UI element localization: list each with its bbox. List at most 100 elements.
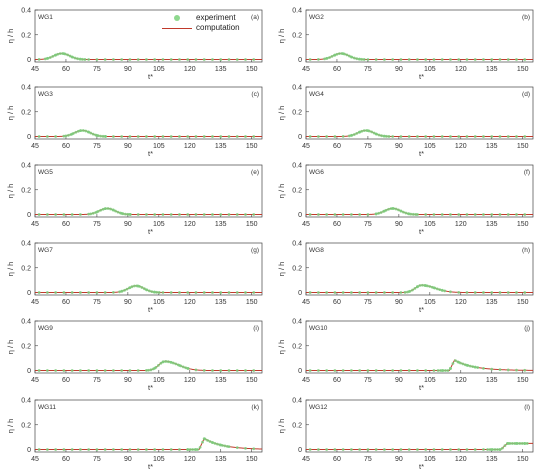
experiment-point — [194, 368, 198, 372]
experiment-point — [136, 135, 140, 138]
experiment-point — [391, 291, 395, 294]
panel-label: (k) — [251, 404, 259, 411]
experiment-point — [99, 208, 103, 212]
experiment-point — [482, 135, 485, 138]
experiment-point — [515, 368, 518, 372]
x-tick-label: 105 — [153, 143, 165, 150]
experiment-point — [392, 207, 395, 210]
panel-wg2: 0 0.2 0.4 45 60 75 90 105 120 135 150 η / h t* WG2 (b) — [277, 8, 534, 81]
experiment-point — [506, 58, 510, 61]
panel-frame — [34, 9, 263, 63]
experiment-point — [366, 213, 370, 216]
experiment-point — [490, 213, 494, 216]
gauge-label: WG11 — [38, 404, 56, 411]
x-tick-label: 105 — [424, 456, 436, 463]
experiment-point — [510, 442, 514, 445]
panel-label: (l) — [524, 404, 530, 411]
experiment-point — [201, 440, 204, 444]
experiment-point — [523, 213, 527, 216]
experiment-point — [120, 135, 124, 138]
experiment-point — [515, 135, 518, 138]
experiment-point — [457, 290, 461, 294]
experiment-point — [79, 448, 82, 451]
x-tick-label: 75 — [93, 299, 101, 306]
x-tick-label: 90 — [395, 299, 403, 306]
experiment-point — [37, 369, 41, 372]
experiment-point — [424, 448, 428, 451]
y-tick-label: 0.4 — [21, 319, 31, 326]
experiment-point — [161, 135, 165, 138]
experiment-point — [211, 369, 214, 372]
experiment-point — [308, 291, 312, 294]
experiment-point — [374, 369, 378, 372]
panel-frame — [34, 399, 263, 453]
experiment-point — [416, 285, 419, 289]
experiment-point — [308, 369, 312, 372]
experiment-point — [465, 58, 469, 61]
experiment-point — [407, 135, 411, 138]
experiment-point — [252, 447, 256, 451]
experiment-point — [449, 448, 452, 451]
x-tick-label: 105 — [424, 221, 436, 228]
experiment-point — [486, 448, 489, 451]
y-tick-label: 0 — [298, 134, 302, 141]
experiment-point — [391, 448, 395, 451]
experiment-point — [123, 288, 126, 292]
experiment-point — [506, 368, 510, 372]
experiment-point — [473, 58, 477, 61]
x-tick-label: 45 — [302, 221, 310, 228]
experiment-point — [54, 291, 58, 294]
x-tick-label: 45 — [302, 299, 310, 306]
x-tick-label: 135 — [215, 221, 227, 228]
experiment-point — [370, 130, 374, 134]
experiment-point — [325, 448, 329, 451]
x-tick-label: 75 — [364, 66, 372, 73]
experiment-point — [87, 291, 91, 294]
experiment-point — [498, 448, 502, 451]
experiment-point — [375, 132, 378, 136]
x-tick-label: 60 — [62, 143, 70, 150]
experiment-point — [244, 291, 247, 294]
experiment-point — [508, 442, 512, 445]
x-tick-label: 150 — [246, 377, 258, 384]
experiment-point — [54, 369, 58, 372]
experiment-point — [220, 444, 224, 447]
experiment-point — [145, 213, 148, 216]
experiment-point — [186, 448, 190, 451]
experiment-point — [103, 291, 107, 294]
experiment-point — [413, 287, 417, 290]
experiment-point — [435, 287, 439, 291]
panel-label: (b) — [522, 14, 530, 21]
experiment-point — [440, 448, 444, 451]
experiment-point — [138, 285, 141, 288]
panel-wg1: 0 0.2 0.4 45 60 75 90 105 120 135 150 η / h t* WG1 (a) — [6, 8, 263, 81]
x-tick-label: 90 — [124, 377, 132, 384]
x-tick-label: 90 — [124, 143, 132, 150]
experiment-point — [235, 213, 239, 216]
y-tick-label: 0.2 — [21, 109, 31, 116]
experiment-point — [45, 448, 49, 451]
x-tick-label: 120 — [455, 221, 467, 228]
y-axis-label: η / h — [277, 340, 286, 355]
experiment-point — [523, 442, 527, 445]
experiment-point — [227, 58, 231, 61]
experiment-point — [101, 134, 105, 138]
experiment-point — [71, 132, 75, 135]
experiment-point — [186, 135, 190, 138]
experiment-point — [112, 58, 115, 61]
x-tick-label: 60 — [333, 66, 341, 73]
experiment-point — [235, 446, 239, 450]
experiment-point — [128, 213, 132, 216]
experiment-point — [136, 58, 140, 61]
experiment-point — [424, 213, 428, 216]
panel-wg9: 0 0.2 0.4 45 60 75 90 105 120 135 150 η / h t* WG9 (i) — [6, 319, 263, 392]
x-axis-label: t* — [148, 149, 153, 158]
panel-label: (c) — [251, 91, 259, 98]
experiment-point — [432, 213, 436, 216]
experiment-point — [498, 213, 502, 216]
y-tick-label: 0.4 — [21, 241, 31, 248]
panel-wg6: 0 0.2 0.4 45 60 75 90 105 120 135 150 η / h t* WG6 (f) — [277, 163, 534, 236]
experiment-point — [308, 448, 312, 451]
experiment-point — [465, 135, 469, 138]
